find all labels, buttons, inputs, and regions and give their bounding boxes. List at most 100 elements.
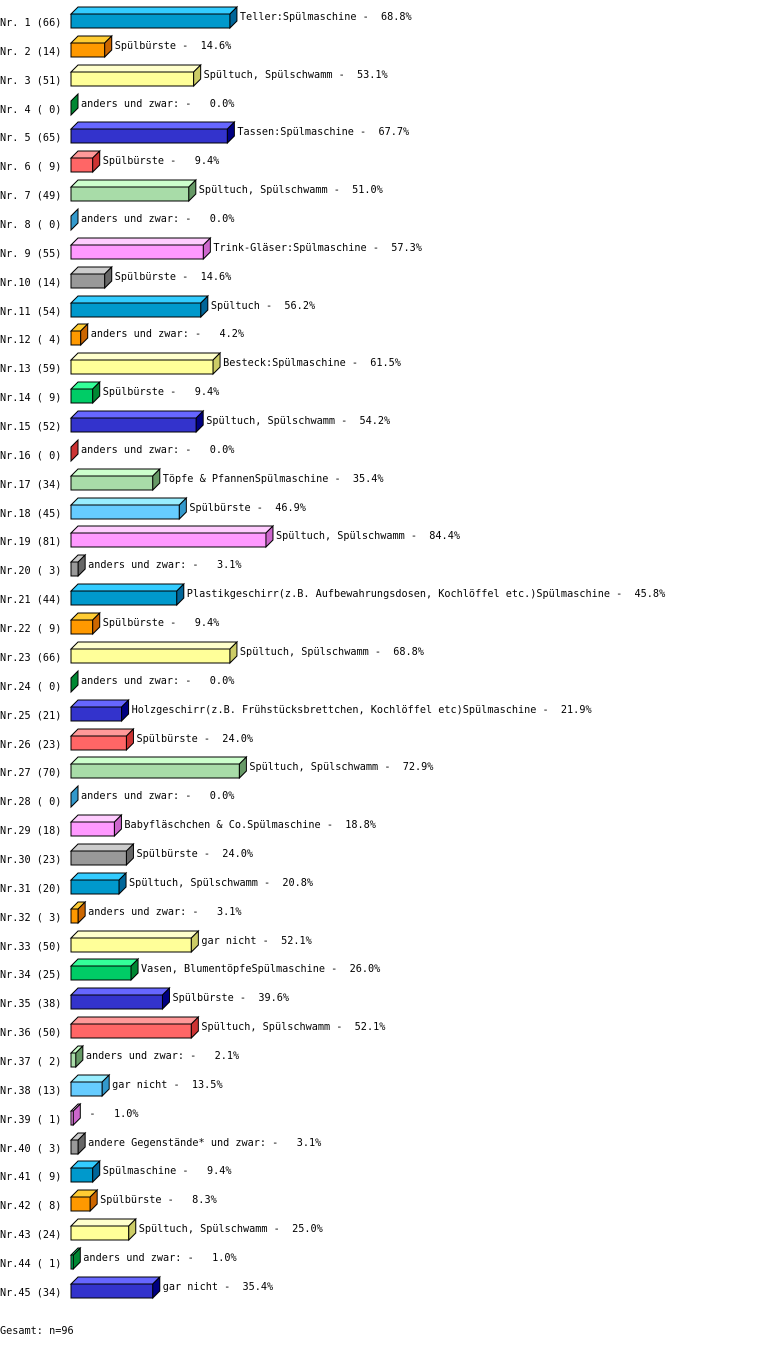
bar-side-face	[229, 5, 238, 30]
bar-side-face	[193, 63, 202, 88]
bar-top-face	[69, 756, 248, 765]
bar-top-face	[69, 843, 135, 852]
bar	[70, 417, 197, 433]
bar-top-face	[69, 1218, 137, 1227]
row-category-label: Nr. 8 ( 0)	[0, 220, 61, 231]
bar-side-face	[70, 784, 79, 809]
bar	[70, 1139, 79, 1155]
bar-value-label: anders und zwar: - 0.0%	[81, 791, 234, 802]
row-category-label: Nr.13 (59)	[0, 364, 61, 375]
bar-side-face	[195, 409, 204, 434]
bar	[70, 706, 123, 722]
bar-top-face	[69, 699, 130, 708]
bar	[70, 1196, 91, 1212]
row-category-label: Nr. 5 (65)	[0, 133, 61, 144]
row-category-label: Nr.29 (18)	[0, 826, 61, 837]
bar-side-face	[72, 1246, 81, 1271]
bar	[70, 908, 79, 924]
row-category-label: Nr.44 ( 1)	[0, 1259, 61, 1270]
bar-value-label: Plastikgeschirr(z.B. Aufbewahrungsdosen,…	[187, 589, 665, 600]
row-category-label: Nr. 7 (49)	[0, 191, 61, 202]
bar	[70, 619, 94, 635]
row-category-label: Nr.35 (38)	[0, 999, 61, 1010]
bar-value-label: Töpfe & PfannenSpülmaschine - 35.4%	[163, 474, 384, 485]
bar-value-label: Spülbürste - 9.4%	[103, 618, 220, 629]
row-category-label: Nr.25 (21)	[0, 711, 61, 722]
bar	[70, 1167, 94, 1183]
bar	[70, 1283, 154, 1299]
bar-side-face	[121, 698, 130, 723]
bar-side-face	[188, 178, 197, 203]
bar-value-label: andere Gegenstände* und zwar: - 3.1%	[88, 1138, 321, 1149]
bar	[70, 157, 94, 173]
bar	[70, 850, 127, 866]
row-category-label: Nr.34 (25)	[0, 970, 61, 981]
bar	[70, 994, 163, 1010]
row-category-label: Nr.20 ( 3)	[0, 566, 61, 577]
row-category-label: Nr.18 (45)	[0, 509, 61, 520]
bar-value-label: Vasen, BlumentöpfeSpülmaschine - 26.0%	[141, 964, 380, 975]
bar	[70, 937, 192, 953]
bar-value-label: Spülbürste - 14.6%	[115, 41, 232, 52]
row-category-label: Nr.11 (54)	[0, 307, 61, 318]
bar-value-label: Spültuch - 56.2%	[211, 301, 315, 312]
bar	[70, 302, 202, 318]
bar-value-label: Spültuch, Spülschwamm - 84.4%	[276, 531, 460, 542]
bar-side-face	[70, 669, 79, 694]
bar-value-label: anders und zwar: - 0.0%	[81, 99, 234, 110]
row-category-label: Nr.45 (34)	[0, 1288, 61, 1299]
bar-top-face	[69, 1276, 161, 1285]
row-category-label: Nr.32 ( 3)	[0, 913, 61, 924]
bar-value-label: Spültuch, Spülschwamm - 54.2%	[206, 416, 390, 427]
bar-value-label: Spültuch, Spülschwamm - 51.0%	[199, 185, 383, 196]
bar	[70, 1225, 130, 1241]
bar-side-face	[229, 640, 238, 665]
bar-top-face	[69, 295, 210, 304]
bar	[70, 735, 127, 751]
bar-side-face	[77, 900, 86, 925]
bar	[70, 590, 178, 606]
bar-value-label: Babyfläschchen & Co.Spülmaschine - 18.8%	[124, 820, 375, 831]
bar-side-face	[70, 207, 79, 232]
row-category-label: Nr.10 (14)	[0, 278, 61, 289]
bar	[70, 388, 94, 404]
bar-top-face	[69, 872, 128, 881]
bar	[70, 128, 228, 144]
bar-value-label: anders und zwar: - 2.1%	[86, 1051, 239, 1062]
bar-top-face	[69, 497, 188, 506]
bar-side-face	[104, 34, 113, 59]
row-category-label: Nr. 6 ( 9)	[0, 162, 61, 173]
bar-top-face	[69, 728, 135, 737]
bar-value-label: Spültuch, Spülschwamm - 68.8%	[240, 647, 424, 658]
bar-top-face	[69, 987, 171, 996]
row-category-label: Nr. 3 (51)	[0, 76, 61, 87]
row-category-label: Nr.23 (66)	[0, 653, 61, 664]
bar	[70, 879, 120, 895]
bar	[70, 186, 190, 202]
bar	[70, 330, 82, 346]
row-category-label: Nr. 4 ( 0)	[0, 105, 61, 116]
bar-top-face	[69, 814, 123, 823]
bar-value-label: anders und zwar: - 4.2%	[91, 329, 244, 340]
row-category-label: Nr.41 ( 9)	[0, 1172, 61, 1183]
row-category-label: Nr.33 (50)	[0, 942, 61, 953]
row-category-label: Nr.42 ( 8)	[0, 1201, 61, 1212]
bar-top-face	[69, 525, 275, 534]
bar-value-label: Spülbürste - 14.6%	[115, 272, 232, 283]
bar-side-face	[212, 351, 221, 376]
bar-value-label: Spülbürste - 46.9%	[189, 503, 306, 514]
row-category-label: Nr. 2 (14)	[0, 47, 61, 58]
row-category-label: Nr. 9 (55)	[0, 249, 61, 260]
bar-value-label: Spülbürste - 24.0%	[136, 849, 253, 860]
bar-side-face	[89, 1188, 98, 1213]
bar-value-label: anders und zwar: - 0.0%	[81, 445, 234, 456]
row-category-label: Nr.19 (81)	[0, 537, 61, 548]
bar-top-face	[69, 958, 140, 967]
row-category-label: Nr.39 ( 1)	[0, 1115, 61, 1126]
row-category-label: Nr.22 ( 9)	[0, 624, 61, 635]
bar-side-face	[118, 871, 127, 896]
bar-side-face	[265, 524, 274, 549]
row-category-label: Nr.37 ( 2)	[0, 1057, 61, 1068]
row-category-label: Nr.17 (34)	[0, 480, 61, 491]
bar	[70, 244, 204, 260]
